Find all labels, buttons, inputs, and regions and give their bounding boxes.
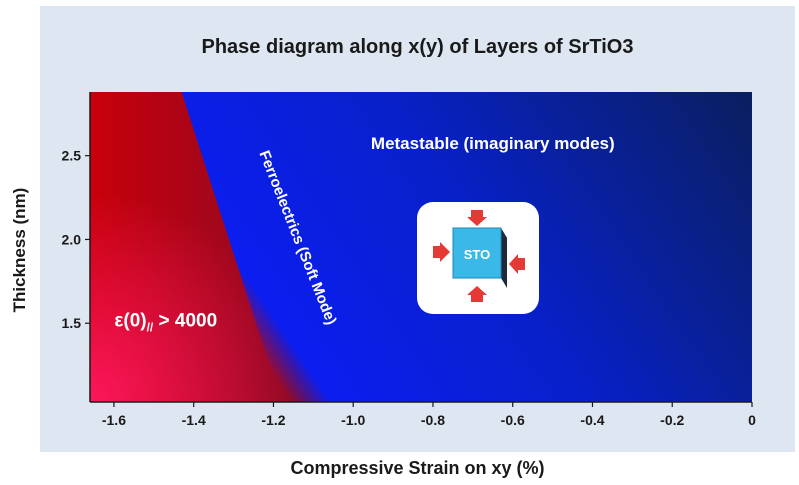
sto-inset-card: STO bbox=[417, 202, 539, 314]
y-tick-label: 1.5 bbox=[62, 315, 82, 331]
x-tick-label: -0.6 bbox=[501, 412, 525, 428]
x-axis-label: Compressive Strain on xy (%) bbox=[290, 458, 545, 478]
x-tick-label: 0 bbox=[748, 412, 756, 428]
x-tick-label: -0.4 bbox=[580, 412, 604, 428]
x-tick-label: -1.0 bbox=[341, 412, 365, 428]
x-tick-label: -1.4 bbox=[182, 412, 206, 428]
x-tick-label: -1.6 bbox=[102, 412, 126, 428]
metastable-label: Metastable (imaginary modes) bbox=[371, 134, 615, 153]
chart-title: Phase diagram along x(y) of Layers of Sr… bbox=[201, 36, 634, 58]
y-tick-label: 2.0 bbox=[62, 231, 82, 247]
arrow-right-icon bbox=[433, 242, 450, 262]
permittivity-label: ε(0)// > 4000 bbox=[114, 311, 217, 335]
strained-crystal-icon: STO bbox=[433, 210, 525, 302]
arrow-up-icon bbox=[467, 286, 487, 302]
y-tick-label: 2.5 bbox=[62, 148, 82, 164]
x-tick-label: -0.2 bbox=[660, 412, 684, 428]
x-tick-label: -0.8 bbox=[421, 412, 445, 428]
arrow-left-icon bbox=[509, 254, 525, 274]
arrow-down-icon bbox=[467, 210, 487, 226]
x-tick-label: -1.2 bbox=[261, 412, 285, 428]
sto-label: STO bbox=[464, 247, 491, 262]
